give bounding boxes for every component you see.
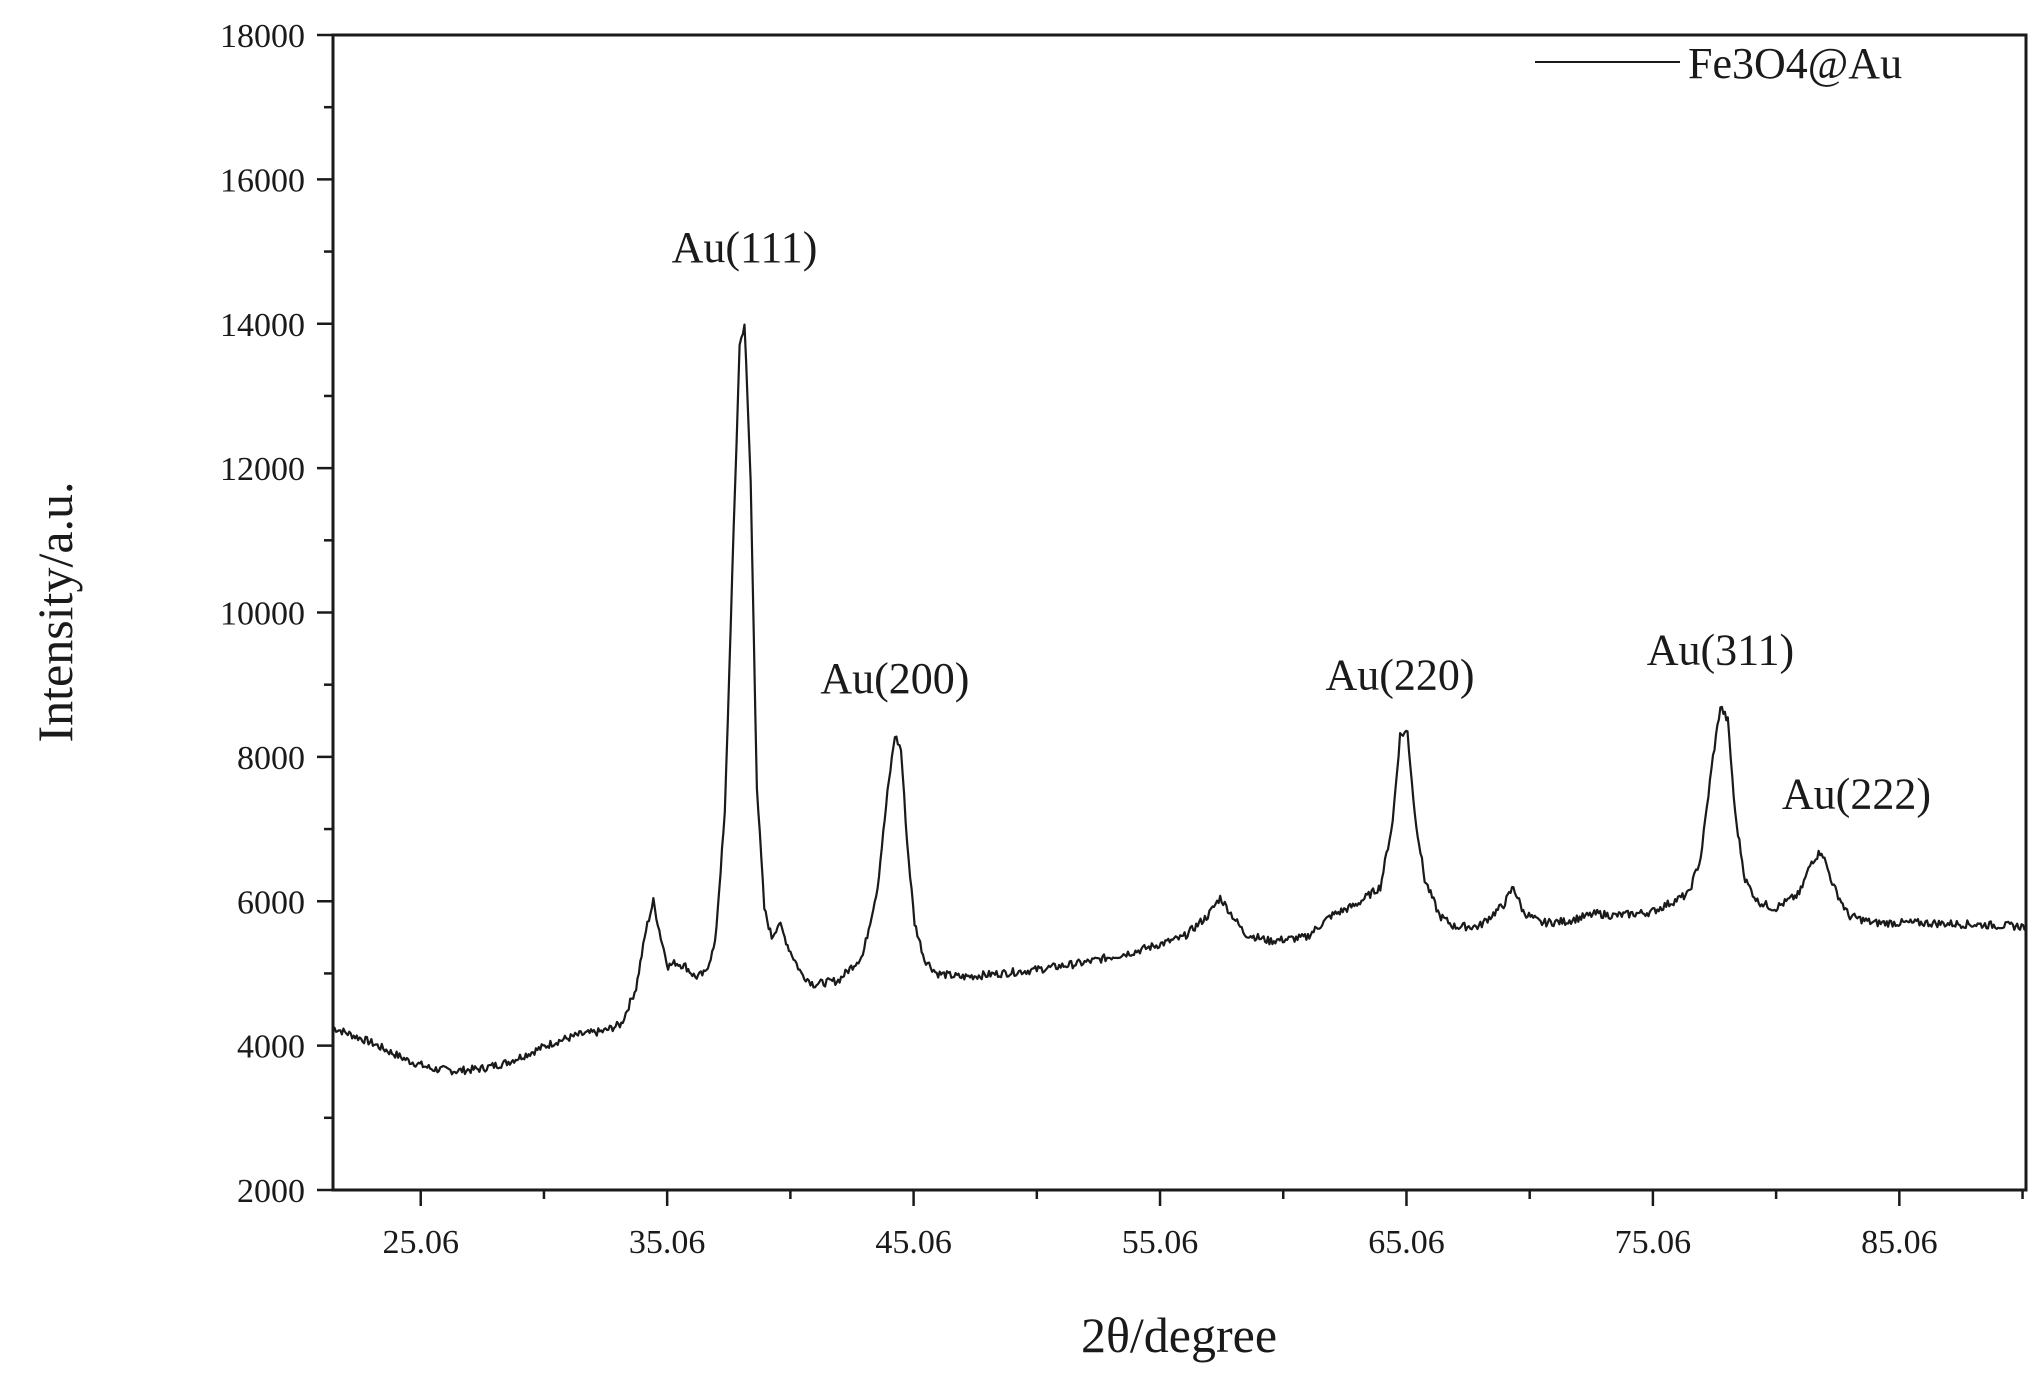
y-tick-label: 4000 bbox=[237, 1029, 305, 1066]
x-tick-label: 35.06 bbox=[629, 1224, 706, 1261]
legend: Fe3O4@Au bbox=[1535, 39, 1902, 88]
series-line-fe3o4-au bbox=[333, 323, 2027, 1076]
legend-entry-fe3o4-au: Fe3O4@Au bbox=[1688, 39, 1902, 88]
x-tick-label: 75.06 bbox=[1615, 1224, 1692, 1261]
x-tick-label: 55.06 bbox=[1122, 1224, 1199, 1261]
y-tick-label: 16000 bbox=[220, 162, 305, 199]
y-tick-label: 12000 bbox=[220, 451, 305, 488]
y-tick-label: 2000 bbox=[237, 1173, 305, 1210]
plot-frame bbox=[331, 33, 2028, 1192]
x-tick-label: 65.06 bbox=[1368, 1224, 1445, 1261]
y-tick-label: 10000 bbox=[220, 596, 305, 633]
peak-label: Au(222) bbox=[1782, 770, 1931, 819]
peak-label: Au(311) bbox=[1647, 625, 1794, 674]
y-tick-label: 8000 bbox=[237, 740, 305, 777]
y-tick-label: 6000 bbox=[237, 884, 305, 921]
y-tick-label: 14000 bbox=[220, 307, 305, 344]
x-axis-ticks bbox=[419, 1190, 2024, 1206]
peak-annotations: Au(111) Au(200) Au(220) Au(311) Au(222) bbox=[672, 223, 1931, 819]
x-tick-label: 85.06 bbox=[1861, 1224, 1938, 1261]
peak-label: Au(111) bbox=[672, 223, 818, 272]
x-tick-label: 25.06 bbox=[382, 1224, 459, 1261]
peak-label: Au(220) bbox=[1326, 651, 1475, 700]
peak-label: Au(200) bbox=[820, 654, 969, 703]
y-axis-ticks bbox=[317, 33, 333, 1192]
x-tick-label: 45.06 bbox=[875, 1224, 952, 1261]
y-axis-title: Intensity/a.u. bbox=[27, 481, 83, 742]
y-tick-label: 18000 bbox=[220, 18, 305, 55]
y-axis-tick-labels: 2000 4000 6000 8000 10000 12000 14000 16000 1800… bbox=[220, 18, 305, 1210]
x-axis-title: 2θ/degree bbox=[1081, 1307, 1277, 1363]
x-axis-tick-labels: 25.06 35.06 45.06 55.06 65.06 75.06 85.06 bbox=[382, 1224, 1937, 1261]
